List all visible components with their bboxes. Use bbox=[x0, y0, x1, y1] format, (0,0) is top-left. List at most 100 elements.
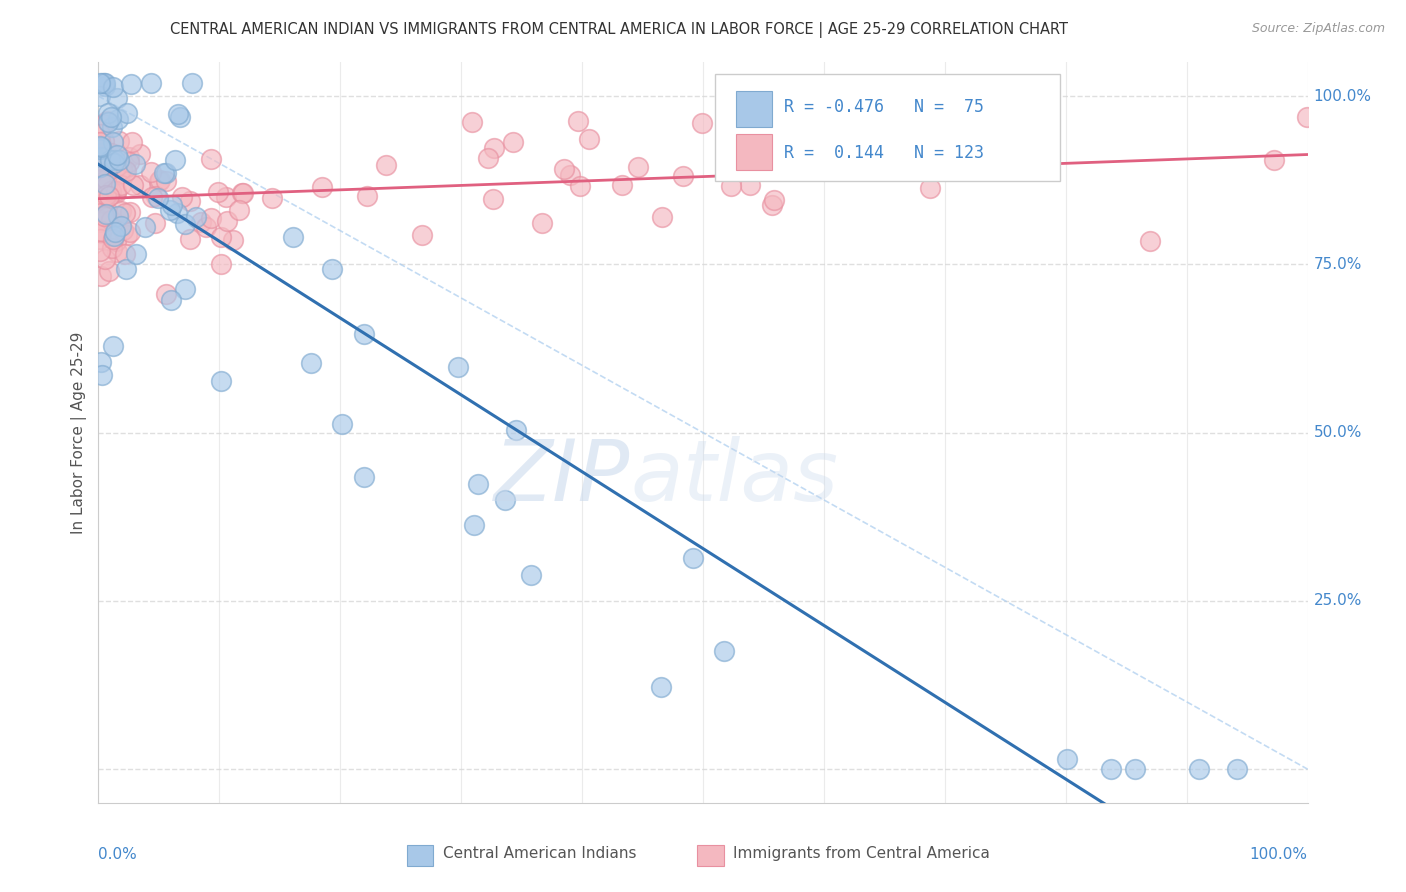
Point bbox=[89, 215, 111, 229]
Point bbox=[118, 225, 141, 239]
Point bbox=[108, 153, 131, 167]
Point bbox=[148, 174, 170, 188]
Point bbox=[115, 106, 138, 120]
Text: 0.0%: 0.0% bbox=[98, 847, 138, 863]
Point bbox=[97, 105, 120, 120]
Point bbox=[101, 339, 124, 353]
Point bbox=[215, 213, 238, 227]
Point bbox=[155, 286, 177, 301]
Point bbox=[118, 150, 141, 164]
Point bbox=[160, 198, 183, 212]
Point bbox=[90, 138, 112, 153]
Point bbox=[115, 227, 138, 242]
Point bbox=[200, 152, 222, 166]
Point bbox=[494, 493, 516, 508]
Point bbox=[160, 293, 183, 307]
Point bbox=[93, 117, 115, 131]
Point bbox=[124, 157, 146, 171]
Point bbox=[141, 76, 163, 90]
Point bbox=[153, 166, 176, 180]
Point bbox=[89, 150, 111, 164]
Point bbox=[141, 190, 163, 204]
Bar bbox=[735, 135, 772, 169]
Text: 100.0%: 100.0% bbox=[1313, 88, 1372, 103]
Point bbox=[89, 140, 111, 154]
Point bbox=[89, 177, 111, 191]
Text: Central American Indians: Central American Indians bbox=[443, 846, 637, 861]
Point bbox=[104, 234, 127, 248]
Point bbox=[103, 156, 125, 170]
Point bbox=[209, 374, 232, 388]
Point bbox=[374, 158, 396, 172]
Point bbox=[411, 227, 433, 242]
Point bbox=[612, 178, 634, 192]
Point bbox=[222, 233, 245, 247]
Point bbox=[194, 219, 217, 234]
Point bbox=[89, 244, 111, 258]
Point bbox=[146, 191, 169, 205]
Point bbox=[713, 644, 735, 658]
Point bbox=[143, 215, 166, 229]
Point bbox=[184, 211, 207, 225]
Point bbox=[120, 77, 142, 91]
Point bbox=[740, 178, 762, 192]
Point bbox=[93, 135, 115, 149]
Point bbox=[96, 178, 118, 192]
Point bbox=[1123, 762, 1146, 776]
Point bbox=[149, 173, 172, 187]
Text: ZIP: ZIP bbox=[494, 435, 630, 518]
Point bbox=[330, 417, 353, 431]
Point bbox=[920, 181, 942, 195]
Point bbox=[114, 164, 136, 178]
Point bbox=[94, 174, 117, 188]
Point bbox=[112, 223, 135, 237]
Point bbox=[90, 268, 112, 283]
Text: atlas: atlas bbox=[630, 435, 838, 518]
Point bbox=[96, 114, 118, 128]
Point bbox=[89, 128, 111, 142]
Point bbox=[145, 189, 167, 203]
Point bbox=[101, 120, 124, 134]
Point bbox=[121, 136, 143, 150]
Point bbox=[720, 178, 742, 193]
Point bbox=[209, 257, 232, 271]
Point bbox=[530, 216, 553, 230]
Point bbox=[89, 142, 111, 156]
Point bbox=[96, 207, 118, 221]
Point bbox=[281, 229, 304, 244]
Point bbox=[96, 206, 118, 220]
Point bbox=[89, 213, 111, 227]
Point bbox=[89, 88, 111, 103]
Point bbox=[94, 172, 117, 186]
Point bbox=[129, 178, 152, 192]
Point bbox=[467, 476, 489, 491]
Point bbox=[141, 165, 163, 179]
Point bbox=[90, 224, 112, 238]
Point bbox=[651, 210, 673, 224]
Y-axis label: In Labor Force | Age 25-29: In Labor Force | Age 25-29 bbox=[72, 332, 87, 533]
Point bbox=[672, 169, 695, 184]
Point bbox=[118, 154, 141, 169]
Point bbox=[93, 177, 115, 191]
Point bbox=[110, 219, 132, 233]
Point bbox=[502, 135, 524, 149]
Point bbox=[93, 76, 115, 90]
Point bbox=[260, 191, 283, 205]
Point bbox=[105, 186, 128, 200]
Point bbox=[179, 194, 201, 208]
Point bbox=[553, 162, 575, 177]
Point bbox=[91, 199, 114, 213]
Point bbox=[209, 230, 232, 244]
Point bbox=[321, 262, 343, 277]
Point bbox=[94, 199, 117, 213]
Point bbox=[690, 116, 713, 130]
Point bbox=[1099, 762, 1122, 776]
Point bbox=[155, 174, 177, 188]
Point bbox=[446, 359, 468, 374]
Point bbox=[105, 91, 128, 105]
Point bbox=[174, 282, 197, 296]
Point bbox=[650, 680, 672, 694]
Bar bbox=[735, 91, 772, 127]
Point bbox=[91, 368, 114, 382]
Point bbox=[94, 78, 117, 93]
